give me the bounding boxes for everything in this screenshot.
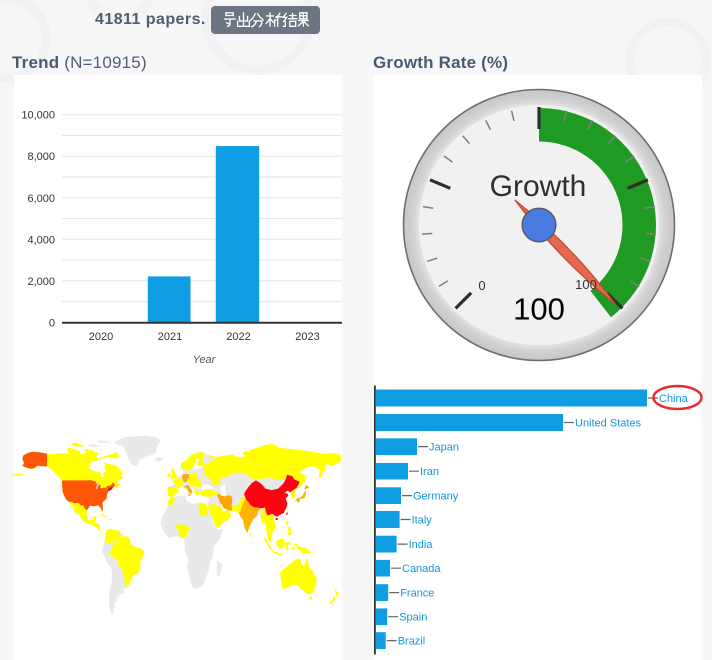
- svg-text:Iran: Iran: [420, 466, 439, 478]
- svg-text:100: 100: [513, 292, 565, 327]
- svg-text:Brazil: Brazil: [398, 635, 426, 647]
- svg-text:United States: United States: [575, 417, 642, 429]
- svg-text:Spain: Spain: [399, 612, 427, 624]
- svg-text:Germany: Germany: [413, 490, 459, 502]
- svg-text:2021: 2021: [158, 331, 182, 343]
- svg-text:2020: 2020: [89, 331, 113, 343]
- svg-text:0: 0: [49, 317, 55, 329]
- svg-text:2022: 2022: [226, 331, 250, 343]
- svg-text:2,000: 2,000: [27, 276, 55, 288]
- svg-text:0: 0: [478, 278, 485, 293]
- svg-text:Japan: Japan: [429, 441, 459, 453]
- svg-text:8,000: 8,000: [27, 151, 55, 163]
- svg-text:100: 100: [575, 277, 597, 292]
- svg-text:India: India: [409, 539, 434, 551]
- svg-text:10,000: 10,000: [21, 110, 55, 122]
- svg-text:Growth: Growth: [490, 170, 587, 203]
- svg-text:6,000: 6,000: [27, 193, 55, 205]
- svg-text:Year: Year: [193, 354, 217, 366]
- svg-text:Canada: Canada: [402, 563, 441, 575]
- svg-text:4,000: 4,000: [27, 234, 55, 246]
- svg-text:Italy: Italy: [412, 514, 433, 526]
- svg-text:France: France: [400, 587, 434, 599]
- svg-text:China: China: [659, 393, 689, 405]
- svg-text:2023: 2023: [295, 331, 319, 343]
